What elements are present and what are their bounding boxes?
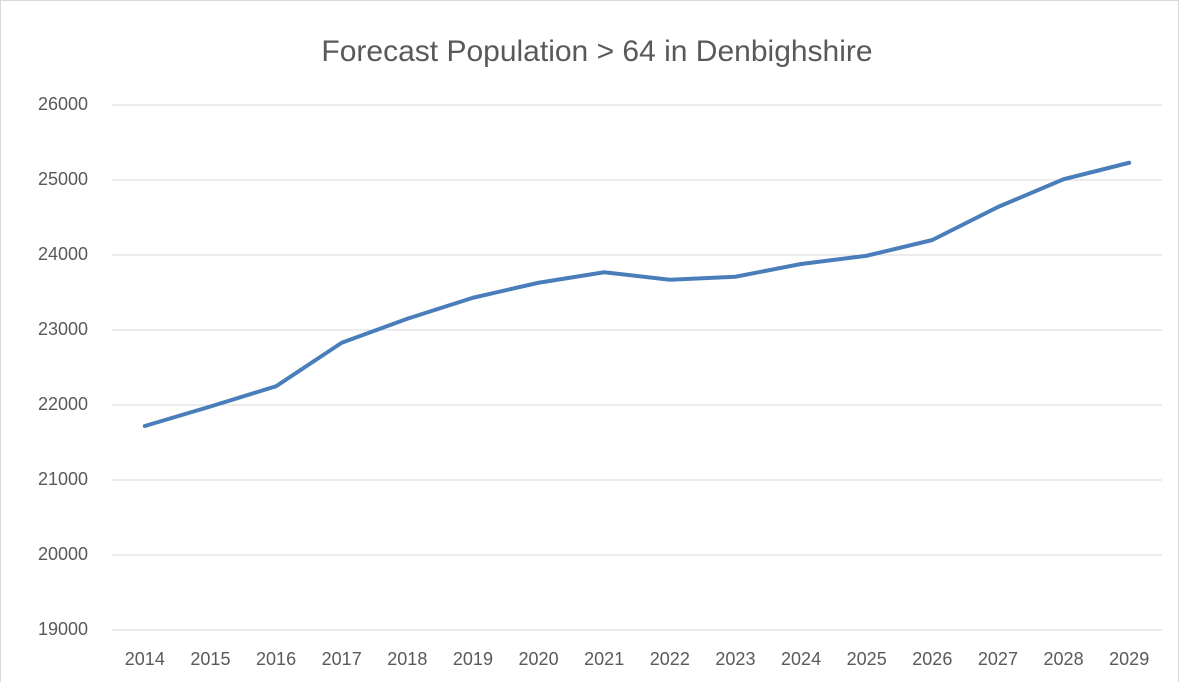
x-tick-label: 2021 — [584, 649, 624, 669]
x-tick-label: 2016 — [256, 649, 296, 669]
x-tick-label: 2029 — [1109, 649, 1149, 669]
x-tick-label: 2026 — [912, 649, 952, 669]
x-tick-label: 2023 — [715, 649, 755, 669]
y-tick-label: 21000 — [38, 469, 88, 489]
x-tick-label: 2027 — [978, 649, 1018, 669]
y-tick-label: 26000 — [38, 94, 88, 114]
y-tick-label: 25000 — [38, 169, 88, 189]
x-tick-label: 2022 — [650, 649, 690, 669]
x-tick-label: 2015 — [190, 649, 230, 669]
x-tick-label: 2028 — [1044, 649, 1084, 669]
y-tick-label: 20000 — [38, 544, 88, 564]
y-tick-label: 24000 — [38, 244, 88, 264]
x-tick-label: 2017 — [322, 649, 362, 669]
x-tick-label: 2025 — [847, 649, 887, 669]
y-tick-label: 22000 — [38, 394, 88, 414]
chart-title: Forecast Population > 64 in Denbighshire — [321, 35, 872, 68]
x-tick-label: 2014 — [125, 649, 165, 669]
line-series — [142, 160, 1132, 428]
x-tick-label: 2018 — [387, 649, 427, 669]
x-tick-label: 2019 — [453, 649, 493, 669]
x-tick-label: 2020 — [519, 649, 559, 669]
x-tick-label: 2024 — [781, 649, 821, 669]
y-tick-label: 23000 — [38, 319, 88, 339]
y-tick-label: 19000 — [38, 619, 88, 639]
